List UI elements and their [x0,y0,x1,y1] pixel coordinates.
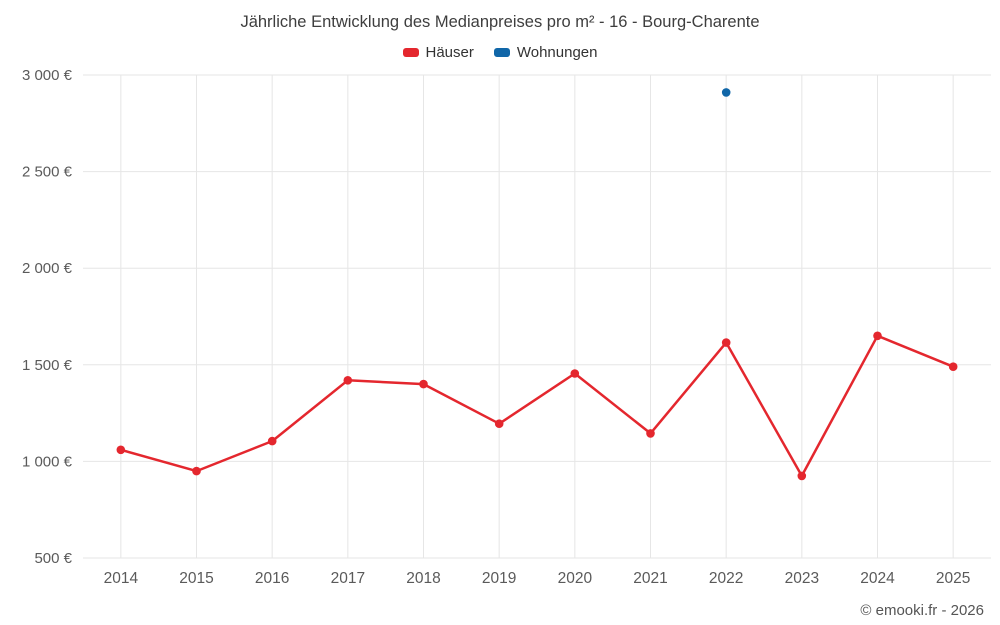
x-axis-label: 2023 [785,570,819,587]
data-point-haeuser[interactable] [948,362,958,372]
series-line-haeuser [119,334,955,478]
legend: Häuser Wohnungen [0,44,1000,61]
x-axis-label: 2017 [331,570,365,587]
x-axis-label: 2025 [936,570,970,587]
data-point-haeuser[interactable] [267,436,277,446]
legend-item-wohnungen[interactable]: Wohnungen [493,44,598,61]
x-axis-label: 2022 [709,570,743,587]
x-axis-label: 2024 [860,570,895,587]
x-axis-label: 2018 [406,570,440,587]
data-point-haeuser[interactable] [494,419,504,429]
data-point-haeuser[interactable] [343,376,353,385]
data-point-haeuser[interactable] [797,471,807,481]
data-point-haeuser[interactable] [873,331,882,341]
y-axis-label: 1 000 € [22,453,73,470]
y-axis-label: 1 500 € [22,357,73,374]
legend-label-haeuser: Häuser [425,44,474,61]
legend-swatch-wohnungen [493,48,510,57]
data-point-haeuser[interactable] [419,379,428,389]
data-point-haeuser[interactable] [646,429,655,438]
data-point-wohnungen[interactable] [721,88,731,97]
x-axis-label: 2020 [558,570,593,587]
x-axis-label: 2015 [179,570,213,587]
copyright-text: © emooki.fr - 2026 [860,602,984,619]
data-point-haeuser[interactable] [192,466,201,476]
data-point-haeuser[interactable] [116,445,126,455]
x-axis-label: 2014 [104,570,139,587]
y-axis-label: 500 € [34,550,72,567]
legend-label-wohnungen: Wohnungen [516,44,598,61]
x-axis-label: 2016 [255,570,289,587]
chart-title: Jährliche Entwicklung des Medianpreises … [240,13,760,31]
y-axis-label: 3 000 € [22,67,73,84]
data-point-haeuser[interactable] [721,338,731,347]
legend-swatch-haeuser [402,48,419,57]
x-axis-label: 2021 [633,570,667,587]
y-axis-label: 2 500 € [22,164,73,181]
x-axis-label: 2019 [482,570,516,587]
data-point-haeuser[interactable] [570,369,580,378]
y-axis-label: 2 000 € [22,260,73,277]
legend-item-haeuser[interactable]: Häuser [402,44,474,61]
